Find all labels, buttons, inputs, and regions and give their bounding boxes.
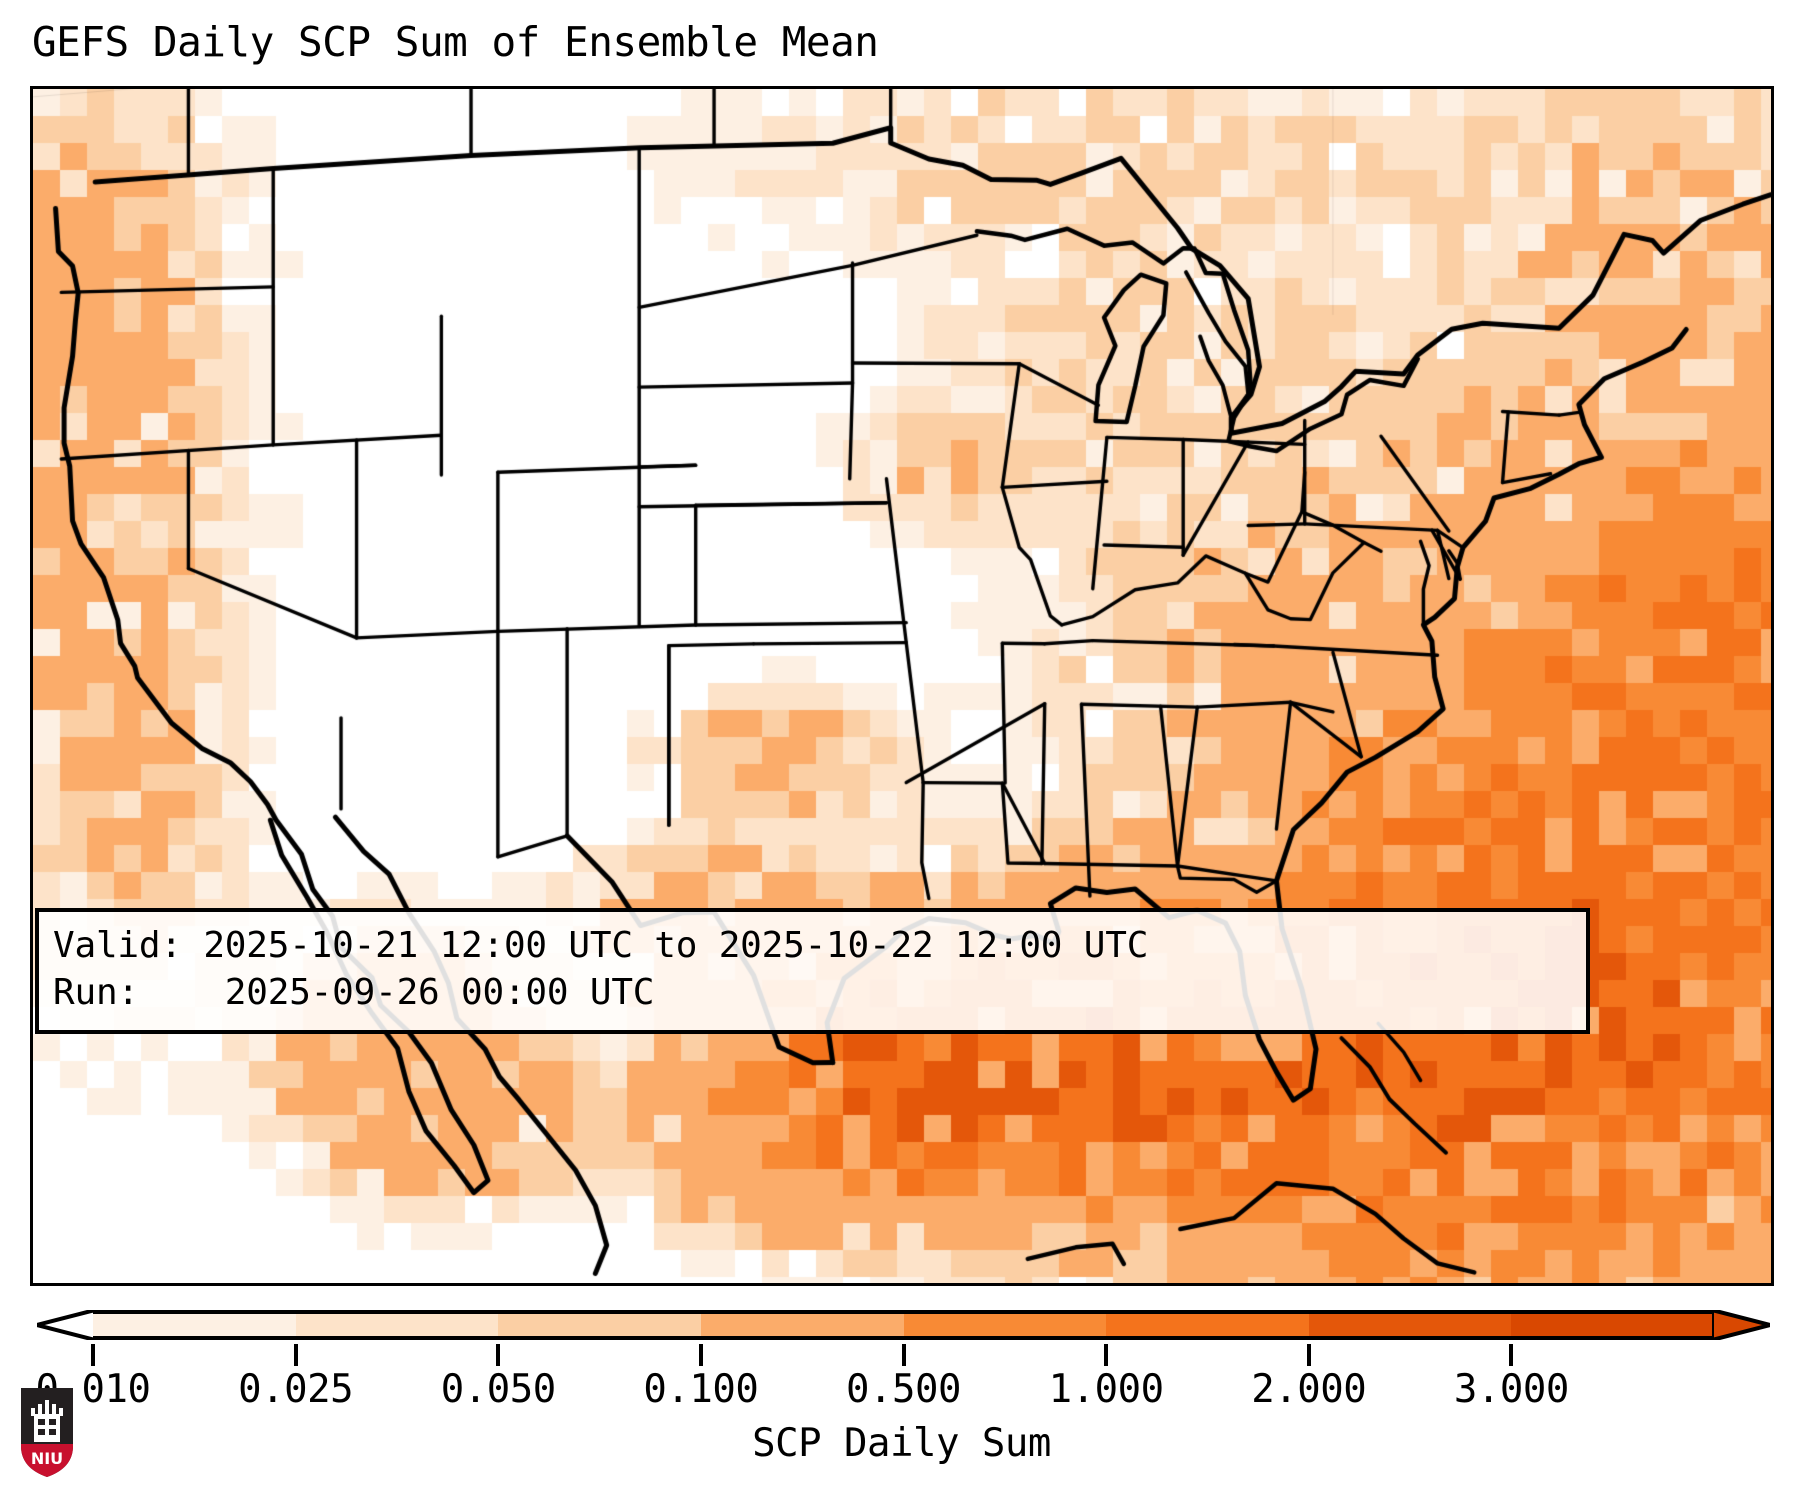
colorbar-ticks xyxy=(30,1344,1774,1366)
colorbar-segment-3 xyxy=(700,1314,904,1336)
colorbar-segment-7 xyxy=(1511,1314,1714,1336)
colorbar-tick-label-4: 0.500 xyxy=(846,1367,961,1412)
colorbar-tick-label-7: 3.000 xyxy=(1453,1367,1569,1412)
scp-heatmap-canvas xyxy=(33,89,1771,1283)
colorbar-tick-label-6: 2.000 xyxy=(1251,1367,1367,1412)
colorbar-tick-6 xyxy=(1306,1344,1311,1366)
colorbar-tick-labels: 0.010 0.025 0.050 0.100 0.500 1.000 2.000 3.000 xyxy=(30,1366,1774,1414)
colorbar-segment-2 xyxy=(498,1314,701,1336)
colorbar-tick-label-3: 0.100 xyxy=(643,1367,759,1412)
colorbar-segment-5 xyxy=(1106,1314,1309,1336)
niu-logo-icon: NIU xyxy=(21,1388,73,1477)
colorbar-tick-label-5: 1.000 xyxy=(1048,1367,1164,1412)
colorbar-under-arrow-icon xyxy=(37,1310,95,1340)
niu-logo-text: NIU xyxy=(31,1449,63,1468)
colorbar-axis-label: SCP Daily Sum xyxy=(752,1421,1051,1466)
colorbar-tick-3 xyxy=(698,1344,703,1366)
colorbar-tick-label-2: 0.050 xyxy=(440,1367,556,1412)
colorbar-over-arrow-icon xyxy=(1712,1310,1770,1340)
colorbar-gradient xyxy=(93,1310,1714,1340)
colorbar-segment-1 xyxy=(295,1314,499,1336)
colorbar-tick-2 xyxy=(496,1344,501,1366)
colorbar-segment-0 xyxy=(93,1314,296,1336)
run-time-line: Run: 2025-09-26 00:00 UTC xyxy=(53,972,655,1013)
colorbar-tick-label-1: 0.025 xyxy=(238,1367,354,1412)
colorbar-tick-7 xyxy=(1509,1344,1514,1366)
valid-time-line: Valid: 2025-10-21 12:00 UTC to 2025-10-2… xyxy=(53,925,1149,966)
colorbar-tick-1 xyxy=(293,1344,298,1366)
colorbar-tick-0 xyxy=(91,1344,95,1366)
map-frame xyxy=(30,86,1774,1286)
page-title: GEFS Daily SCP Sum of Ensemble Mean xyxy=(32,18,879,66)
colorbar-segment-4 xyxy=(903,1314,1107,1336)
colorbar-tick-5 xyxy=(1104,1344,1109,1366)
forecast-info-box: Valid: 2025-10-21 12:00 UTC to 2025-10-2… xyxy=(35,908,1590,1034)
colorbar-segment-6 xyxy=(1308,1314,1512,1336)
colorbar-tick-4 xyxy=(901,1344,906,1366)
colorbar xyxy=(30,1300,1774,1350)
